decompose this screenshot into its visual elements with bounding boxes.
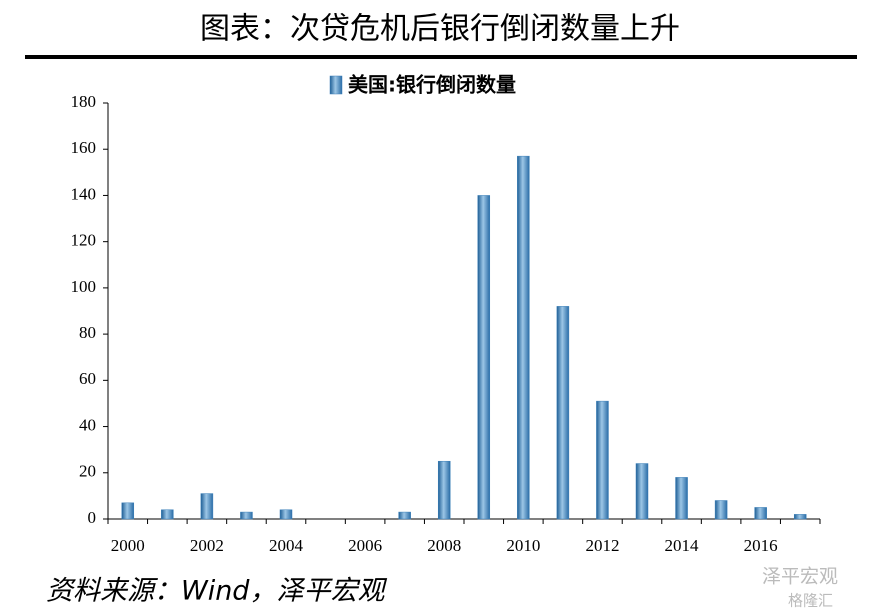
legend-label: 美国:银行倒闭数量 [348, 73, 516, 97]
x-tick-label: 2008 [427, 536, 461, 555]
source: 资料来源：Wind，泽平宏观 [46, 576, 387, 607]
y-tick-label: 40 [79, 415, 96, 434]
chart-title: 图表：次贷危机后银行倒闭数量上升 [200, 12, 680, 47]
bar [477, 195, 491, 520]
y-tick-label: 60 [79, 369, 96, 388]
x-tick-label: 2006 [348, 536, 382, 555]
bar [596, 400, 609, 520]
x-tick-label: 2012 [585, 536, 619, 555]
x-tick-label: 2004 [269, 536, 304, 555]
watermark: 泽平宏观 [762, 566, 838, 588]
bar [437, 460, 451, 520]
x-tick-label: 2016 [744, 536, 778, 555]
y-tick-label: 120 [71, 231, 97, 250]
y-tick-label: 100 [71, 277, 97, 296]
bar [754, 507, 767, 520]
x-tick-label: 2014 [665, 536, 700, 555]
bar [556, 306, 570, 520]
y-tick-label: 20 [79, 462, 96, 481]
legend-swatch [329, 75, 343, 95]
bar [675, 477, 688, 520]
bar [793, 514, 807, 520]
bar [240, 511, 253, 520]
bar [121, 502, 135, 520]
y-tick-label: 160 [71, 138, 97, 157]
bar [200, 493, 214, 520]
x-tick-label: 2010 [506, 536, 540, 555]
bar [635, 463, 649, 520]
bar [161, 509, 174, 520]
bar [279, 509, 293, 520]
y-tick-label: 140 [71, 184, 97, 203]
y-tick-label: 0 [88, 508, 97, 527]
bar [714, 500, 728, 520]
y-tick-label: 180 [71, 92, 97, 111]
bar [517, 155, 530, 520]
x-tick-label: 2000 [111, 536, 145, 555]
watermark: 格隆汇 [788, 592, 833, 610]
y-tick-label: 80 [79, 323, 96, 342]
bar [398, 511, 411, 520]
title-rule [25, 55, 857, 59]
x-tick-label: 2002 [190, 536, 224, 555]
